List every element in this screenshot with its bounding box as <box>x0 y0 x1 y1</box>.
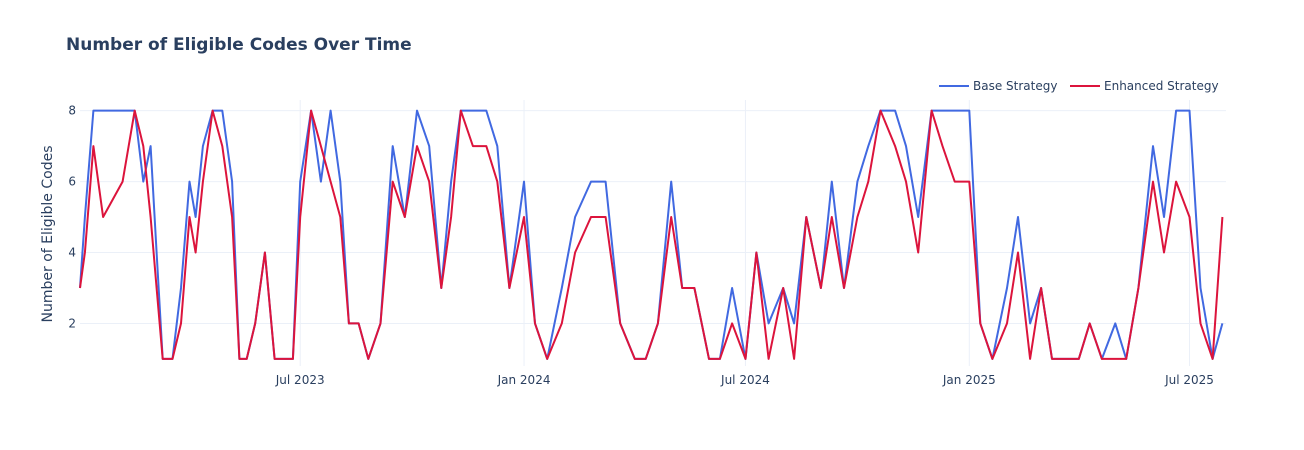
series-line-base[interactable] <box>79 109 1224 360</box>
y-tick-label: 6 <box>68 175 76 189</box>
x-tick-label: Jan 2025 <box>942 373 996 387</box>
x-axis-ticks: Jul 2023 Jan 2024 Jul 2024 Jan 2025 Jul 2025 <box>275 373 1214 387</box>
y-tick-label: 2 <box>68 316 76 330</box>
x-tick-label: Jul 2025 <box>1164 373 1214 387</box>
legend: Base Strategy Enhanced Strategy <box>939 79 1219 93</box>
x-tick-label: Jul 2023 <box>275 373 325 387</box>
legend-label-base: Base Strategy <box>973 79 1057 93</box>
x-tick-label: Jan 2024 <box>497 373 551 387</box>
y-tick-label: 8 <box>68 104 76 118</box>
series-line-enhanced[interactable] <box>79 109 1224 360</box>
grid <box>80 100 1226 366</box>
legend-item-enhanced[interactable]: Enhanced Strategy <box>1070 79 1219 93</box>
legend-label-enhanced: Enhanced Strategy <box>1104 79 1219 93</box>
y-axis-label: Number of Eligible Codes <box>40 145 56 322</box>
series-lines <box>79 109 1224 360</box>
y-tick-label: 4 <box>68 246 76 260</box>
x-tick-label: Jul 2024 <box>720 373 770 387</box>
chart-title: Number of Eligible Codes Over Time <box>66 35 412 55</box>
legend-item-base[interactable]: Base Strategy <box>939 79 1057 93</box>
y-axis-ticks: 2 4 6 8 <box>68 104 76 331</box>
